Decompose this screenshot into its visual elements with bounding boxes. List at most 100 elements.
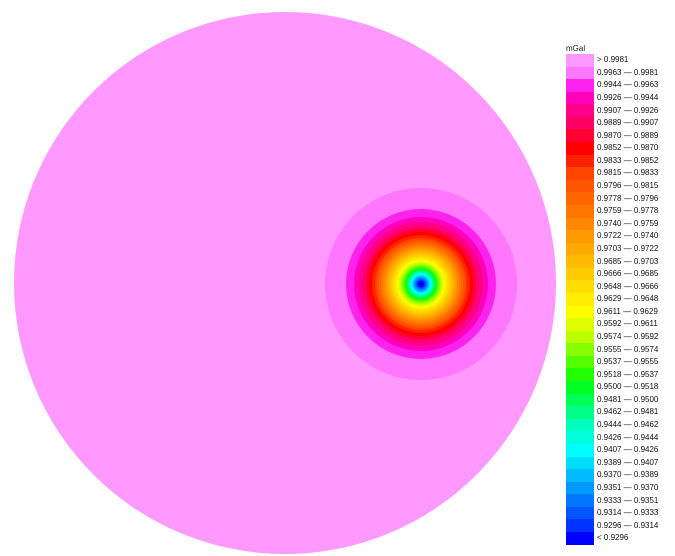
legend-label: 0.9518 — 0.9537 [597,369,659,379]
legend-label: 0.9389 — 0.9407 [597,457,659,467]
legend-label: 0.9407 — 0.9426 [597,445,659,455]
legend-entry: 0.9351 — 0.9370 [566,481,666,495]
legend-label: 0.9296 — 0.9314 [597,520,659,530]
contour-band [418,281,424,287]
legend-entry: < 0.9296 [566,531,666,545]
legend-label: 0.9500 — 0.9518 [597,382,659,392]
legend-entry: 0.9611 — 0.9629 [566,305,666,319]
legend-label: 0.9944 — 0.9963 [597,80,659,90]
legend-swatch [566,343,594,356]
legend-entry: 0.9555 — 0.9574 [566,343,666,356]
legend-entry: 0.9907 — 0.9926 [566,104,666,117]
legend-swatch [566,217,594,231]
legend-entry: 0.9537 — 0.9555 [566,355,666,369]
legend-label: 0.9870 — 0.9889 [597,130,659,140]
legend-swatch [566,242,594,256]
legend-entry: 0.9815 — 0.9833 [566,167,666,180]
legend-swatch [566,418,594,432]
legend-swatch [566,280,594,293]
legend-label: 0.9685 — 0.9703 [597,256,659,266]
legend-swatch [566,406,594,419]
legend-label: 0.9592 — 0.9611 [597,319,658,329]
legend-swatch [566,192,594,205]
legend-unit-title: mGal [566,44,586,53]
legend-label: 0.9426 — 0.9444 [597,432,659,442]
gravity-anomaly-map [14,12,556,554]
legend-entry: 0.9666 — 0.9685 [566,267,666,281]
legend-entry: 0.9703 — 0.9722 [566,242,666,256]
legend-swatch [566,305,594,319]
legend-label: 0.9537 — 0.9555 [597,357,659,367]
legend-entry: 0.9889 — 0.9907 [566,116,666,130]
legend-label: 0.9778 — 0.9796 [597,193,659,203]
legend-swatch [566,481,594,495]
legend-swatch [566,66,594,80]
legend-label: 0.9889 — 0.9907 [597,118,659,128]
legend-swatch [566,431,594,444]
legend-swatch [566,54,594,67]
legend-entry: 0.9462 — 0.9481 [566,406,666,419]
legend-entry: 0.9296 — 0.9314 [566,519,666,532]
legend-entry: 0.9389 — 0.9407 [566,456,666,470]
legend-label: 0.9815 — 0.9833 [597,168,659,178]
legend-label: 0.9314 — 0.9333 [597,508,659,518]
legend-swatch [566,204,594,218]
legend-entry: 0.9833 — 0.9852 [566,154,666,168]
legend-entry: 0.9370 — 0.9389 [566,469,666,482]
legend-entry: 0.9926 — 0.9944 [566,91,666,105]
legend-label: 0.9574 — 0.9592 [597,332,659,341]
legend-entry: 0.9759 — 0.9778 [566,204,666,218]
legend-label: 0.9370 — 0.9389 [597,470,659,480]
legend-label: 0.9833 — 0.9852 [597,155,659,165]
legend-entry: 0.9685 — 0.9703 [566,255,666,268]
domain-disc [14,12,556,554]
legend-label: > 0.9981 [597,55,629,65]
legend-entry: 0.9444 — 0.9462 [566,418,666,432]
legend-swatch [566,531,594,545]
legend-label: 0.9740 — 0.9759 [597,218,659,228]
legend-entry: 0.9629 — 0.9648 [566,292,666,306]
legend-label: 0.9907 — 0.9926 [597,105,659,115]
legend-swatch [566,292,594,306]
legend-label: 0.9333 — 0.9351 [597,495,659,505]
legend-swatch [566,469,594,482]
legend-swatch [566,519,594,532]
legend-label: 0.9796 — 0.9815 [597,181,659,191]
legend-entry: 0.9852 — 0.9870 [566,142,666,155]
legend-swatch [566,230,594,243]
legend-swatch [566,355,594,369]
legend-swatch [566,129,594,143]
legend-label: 0.9444 — 0.9462 [597,420,659,430]
anomaly-contour-layer [325,188,517,380]
legend-entry: 0.9481 — 0.9500 [566,393,666,407]
legend-entry: 0.9796 — 0.9815 [566,179,666,193]
legend-entry: 0.9963 — 0.9981 [566,66,666,80]
legend-label: 0.9666 — 0.9685 [597,269,659,279]
legend-entry: 0.9407 — 0.9426 [566,443,666,457]
legend-label: 0.9703 — 0.9722 [597,243,659,253]
legend-label: 0.9648 — 0.9666 [597,281,659,291]
legend-swatch [566,443,594,457]
legend-entry: 0.9722 — 0.9740 [566,230,666,243]
legend-entry: 0.9740 — 0.9759 [566,217,666,231]
legend-entry: 0.9426 — 0.9444 [566,431,666,444]
legend-entry: 0.9870 — 0.9889 [566,129,666,143]
legend-swatch [566,393,594,407]
legend-swatch [566,116,594,130]
legend-label: 0.9722 — 0.9740 [597,231,659,241]
legend-entries: > 0.9981 0.9963 — 0.9981 0.9944 — 0.9963 0.… [566,54,666,545]
legend-swatch [566,142,594,155]
legend-label: < 0.9296 [597,533,629,543]
legend-swatch [566,330,594,344]
legend-label: 0.9963 — 0.9981 [597,67,659,77]
legend-swatch [566,368,594,382]
legend-entry: 0.9648 — 0.9666 [566,280,666,293]
legend-label: 0.9926 — 0.9944 [597,93,659,103]
legend-swatch [566,267,594,281]
legend-entry: 0.9333 — 0.9351 [566,494,666,507]
legend-entry: 0.9518 — 0.9537 [566,368,666,382]
legend-label: 0.9629 — 0.9648 [597,294,659,304]
legend-entry: 0.9314 — 0.9333 [566,506,666,520]
domain-disc-layer [14,12,556,554]
legend-swatch [566,318,594,331]
